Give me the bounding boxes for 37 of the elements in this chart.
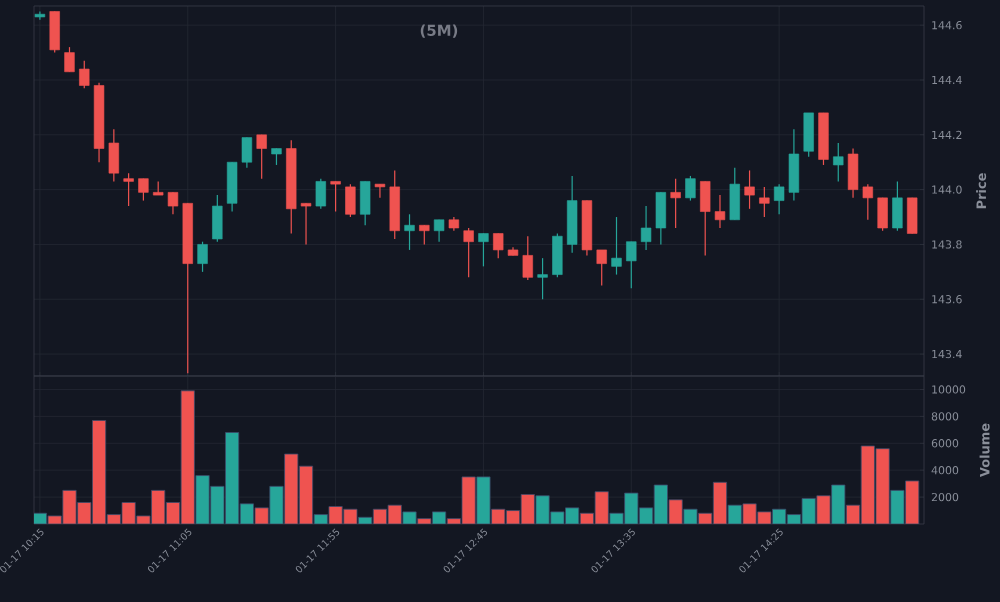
candlestick — [315, 178, 326, 210]
candlestick — [626, 241, 637, 289]
candlestick — [256, 134, 267, 180]
candlestick — [49, 10, 60, 54]
candlestick — [833, 142, 844, 183]
candlestick — [197, 241, 208, 273]
candlestick — [877, 197, 888, 232]
candlestick — [729, 167, 740, 221]
candlestick — [345, 183, 356, 218]
candlestick — [330, 180, 341, 213]
candlestick — [552, 232, 563, 278]
candlestick — [404, 213, 415, 251]
candlestick — [478, 232, 489, 267]
candlestick — [359, 180, 371, 226]
candlestick — [818, 112, 829, 166]
candlestick — [907, 197, 918, 235]
candlestick — [803, 112, 814, 158]
candlestick — [670, 178, 681, 229]
candlestick — [123, 172, 134, 207]
candlestick — [892, 180, 903, 232]
candlestick — [34, 10, 46, 21]
candlestick — [611, 216, 622, 276]
candlestick — [212, 194, 223, 243]
candlestick — [566, 175, 578, 254]
candlestick — [79, 60, 90, 89]
candlestick — [537, 257, 548, 300]
candlestick — [433, 219, 445, 243]
candlestick — [419, 224, 430, 246]
candlestick — [744, 169, 755, 210]
candlestick — [138, 178, 149, 202]
candlestick — [759, 186, 770, 218]
candlestick — [596, 249, 607, 287]
candlestick — [389, 169, 400, 240]
candlestick — [64, 46, 75, 73]
candlestick — [374, 183, 386, 199]
candlestick — [685, 175, 696, 202]
candlestick — [463, 227, 474, 278]
